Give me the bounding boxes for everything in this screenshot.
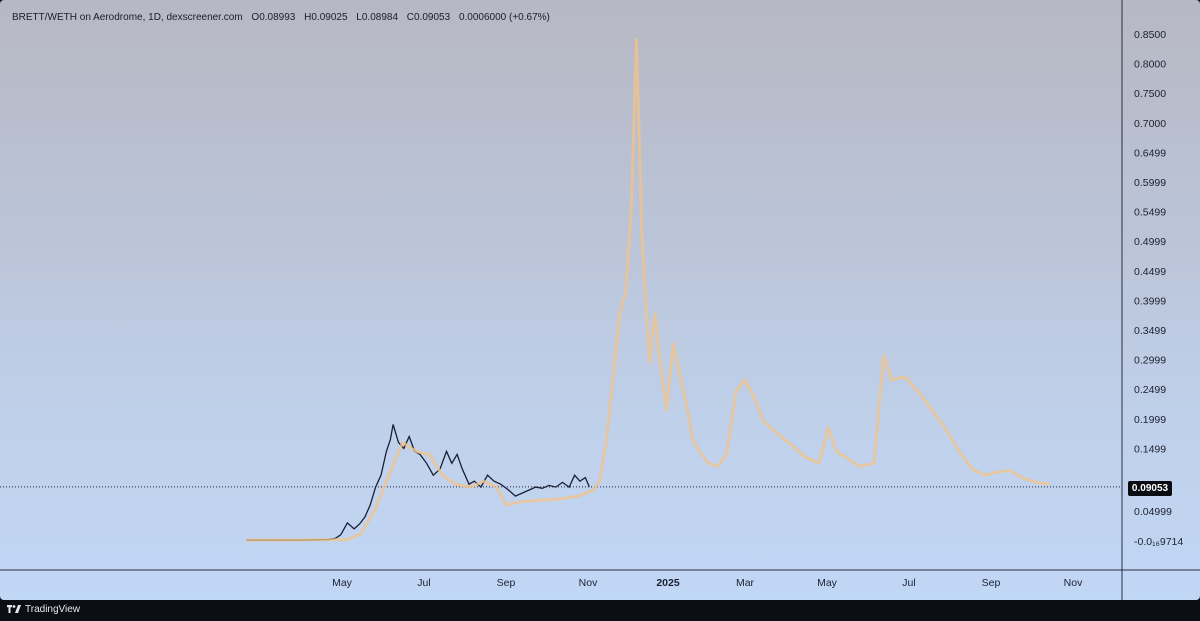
symbol-legend: BRETT/WETH on Aerodrome, 1D, dexscreener…: [12, 12, 556, 23]
price-axis[interactable]: 0.8500 0.8000 0.7500 0.7000 0.6499 0.5999 0.54…: [1121, 0, 1183, 600]
price-tick-label: 0.8500: [1134, 29, 1166, 41]
open-value: O0.08993: [251, 12, 296, 23]
time-tick-label: May: [817, 577, 838, 589]
time-tick-label: Nov: [1064, 577, 1083, 589]
time-tick-label: Mar: [736, 577, 755, 589]
price-tick-label: 0.6499: [1134, 147, 1166, 159]
price-tick-label: -0.0₁₆9714: [1134, 536, 1183, 548]
time-tick-label: Sep: [982, 577, 1001, 589]
historical-series-line: [246, 424, 590, 541]
price-tick-label: 0.8000: [1134, 59, 1166, 71]
price-chart[interactable]: 0.8500 0.8000 0.7500 0.7000 0.6499 0.5999 0.54…: [0, 0, 1200, 600]
price-tick-label: 0.7000: [1134, 118, 1166, 130]
time-tick-label: May: [332, 577, 353, 589]
price-tick-label: 0.7500: [1134, 88, 1166, 100]
plot-layer: [0, 38, 1122, 542]
time-tick-label: Jul: [417, 577, 430, 589]
tradingview-logo[interactable]: TradingView: [7, 604, 80, 615]
time-tick-label: Nov: [579, 577, 598, 589]
brand-name: TradingView: [25, 604, 81, 615]
chart-frame: BRETT/WETH on Aerodrome, 1D, dexscreener…: [0, 0, 1200, 600]
last-price-label: 0.09053: [1128, 481, 1172, 496]
footer-bar: TradingView: [0, 600, 1200, 621]
price-tick-label: 0.4999: [1134, 236, 1166, 248]
price-tick-label: 0.1499: [1134, 443, 1166, 455]
time-tick-label: Jul: [902, 577, 915, 589]
price-tick-label: 0.3499: [1134, 325, 1166, 337]
price-tick-label: 0.2499: [1134, 384, 1166, 396]
projection-series-line: [246, 38, 1051, 542]
time-tick-label: 2025: [656, 577, 680, 589]
price-tick-label: 0.1999: [1134, 414, 1166, 426]
time-tick-label: Sep: [497, 577, 516, 589]
price-tick-label: 0.4499: [1134, 266, 1166, 278]
low-value: L0.08984: [356, 12, 399, 23]
price-tick-label: 0.04999: [1134, 506, 1172, 518]
change-value: 0.0006000 (+0.67%): [458, 12, 550, 23]
price-tick-label: 0.5499: [1134, 207, 1166, 219]
price-tick-label: 0.5999: [1134, 177, 1166, 189]
time-axis[interactable]: May Jul Sep Nov 2025 Mar May Jul Sep Nov: [0, 569, 1200, 589]
price-tick-label: 0.2999: [1134, 355, 1166, 367]
symbol-info: BRETT/WETH on Aerodrome, 1D, dexscreener…: [12, 12, 243, 23]
close-value: C0.09053: [406, 12, 451, 23]
tradingview-icon: [7, 605, 21, 613]
high-value: H0.09025: [304, 12, 348, 23]
price-tick-label: 0.3999: [1134, 295, 1166, 307]
